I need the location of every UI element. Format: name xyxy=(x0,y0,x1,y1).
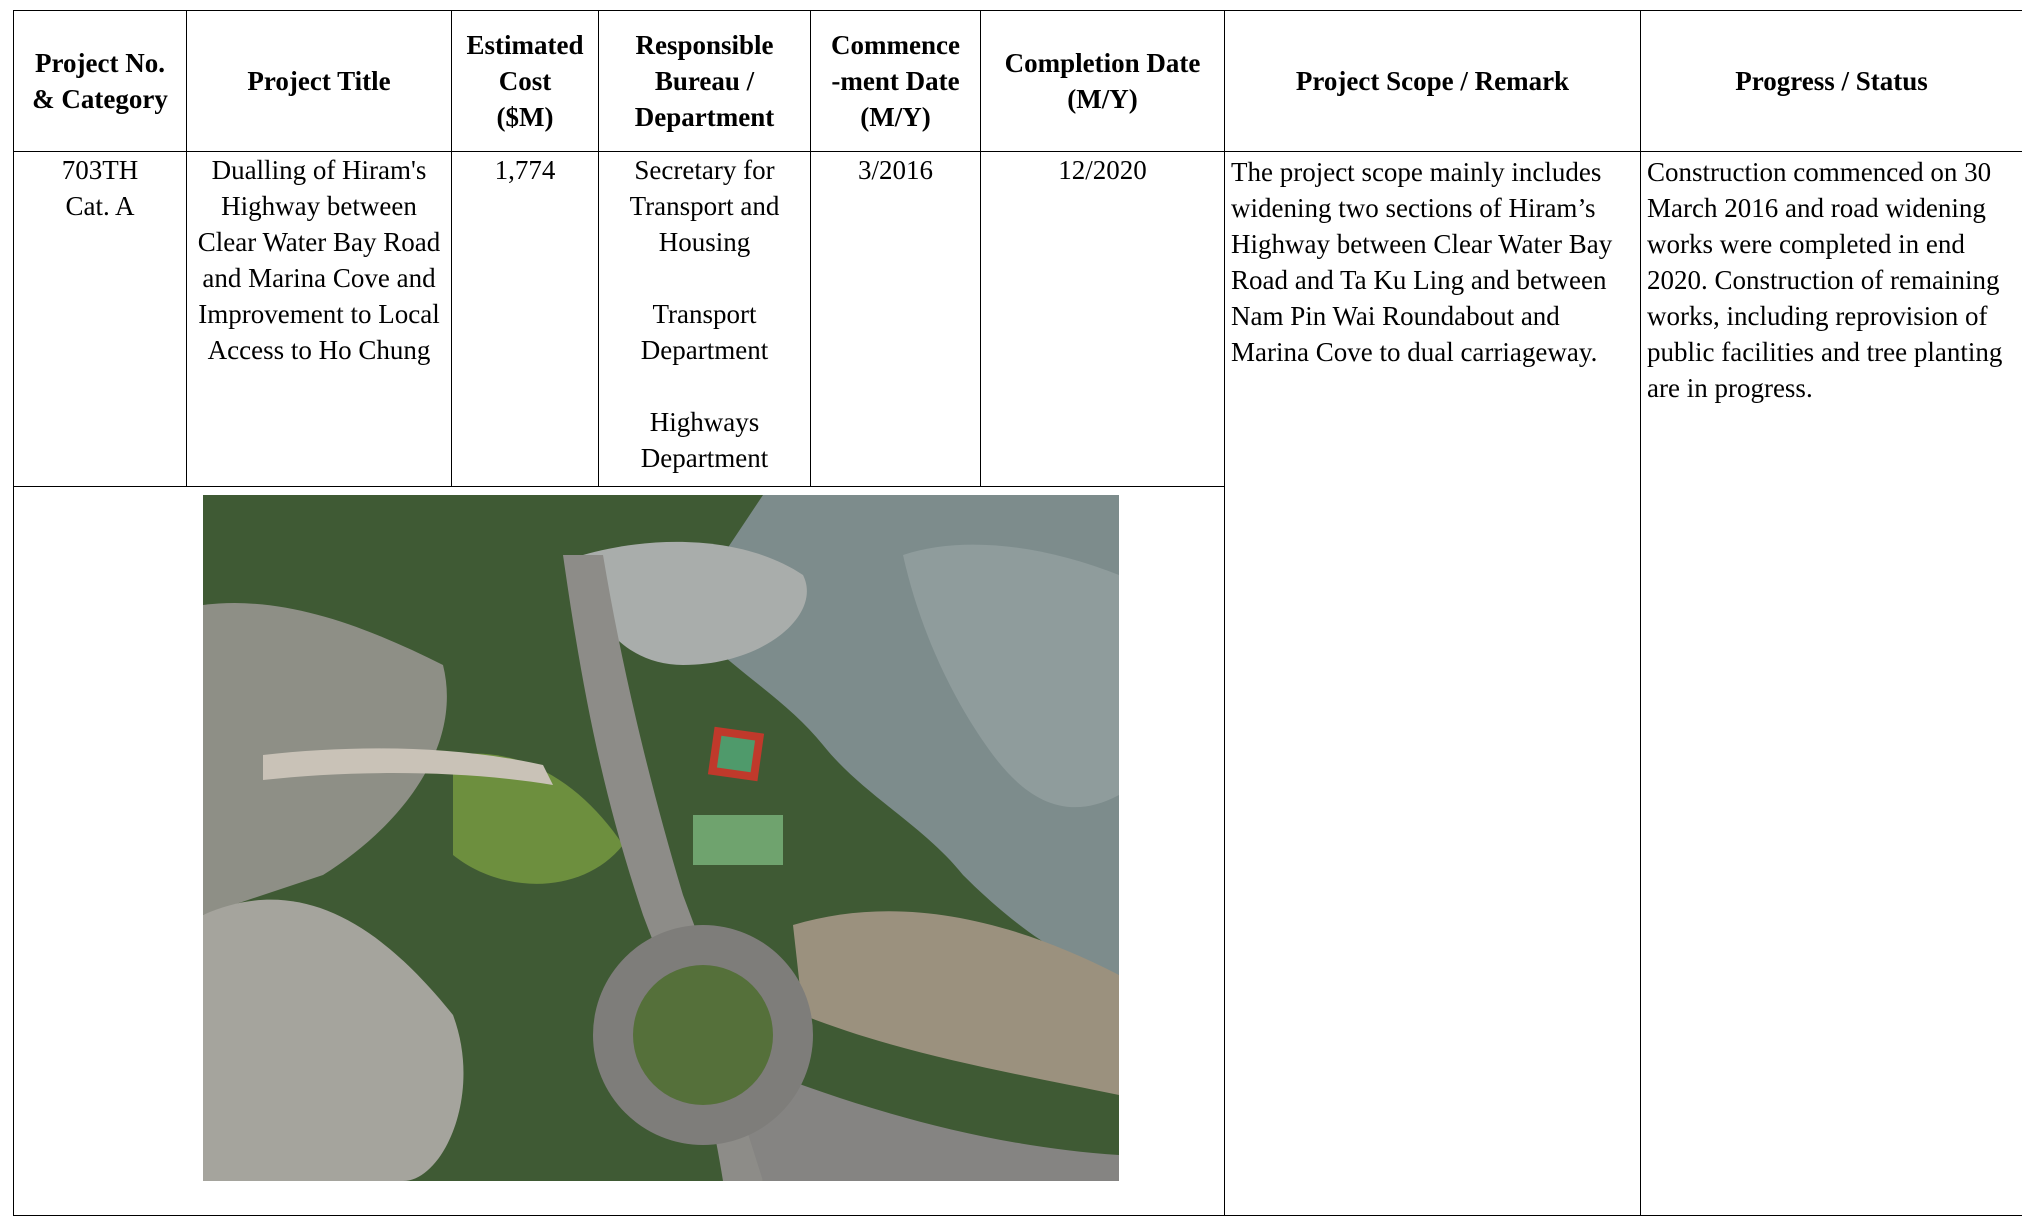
project-no: 703TH Cat. A xyxy=(13,151,187,487)
bureau-item: Transport Department xyxy=(640,299,769,365)
header-cell: Responsible Bureau / Department xyxy=(598,10,811,152)
header-cell: Project No. & Category xyxy=(13,10,187,152)
commencement-date: 3/2016 xyxy=(810,151,981,487)
header-cell: Project Title xyxy=(186,10,452,152)
scope: The project scope mainly includes wideni… xyxy=(1224,151,1641,1216)
photo-row xyxy=(13,486,2022,1216)
header-cell: Estimated Cost ($M) xyxy=(451,10,599,152)
header-cell: Commence -ment Date (M/Y) xyxy=(810,10,981,152)
completion-date: 12/2020 xyxy=(980,151,1225,487)
header-cell: Progress / Status xyxy=(1640,10,2022,152)
bureau: Secretary for Transport and Housing Tran… xyxy=(598,151,811,487)
progress: Construction commenced on 30 March 2016 … xyxy=(1640,151,2022,1216)
aerial-photo xyxy=(203,495,1119,1181)
project-table: Project No. & Category Project Title Est… xyxy=(13,10,2022,1216)
header-cell: Completion Date (M/Y) xyxy=(980,10,1225,152)
cost: 1,774 xyxy=(451,151,599,487)
data-row: 703TH Cat. A Dualling of Hiram's Highway… xyxy=(13,151,2022,1216)
header-row: Project No. & Category Project Title Est… xyxy=(13,10,2022,152)
project-title: Dualling of Hiram's Highway between Clea… xyxy=(186,151,452,487)
photo-cell xyxy=(13,486,1225,1216)
bureau-item: Highways Department xyxy=(640,407,769,473)
bureau-item: Secretary for Transport and Housing xyxy=(629,155,780,257)
header-cell: Project Scope / Remark xyxy=(1224,10,1641,152)
